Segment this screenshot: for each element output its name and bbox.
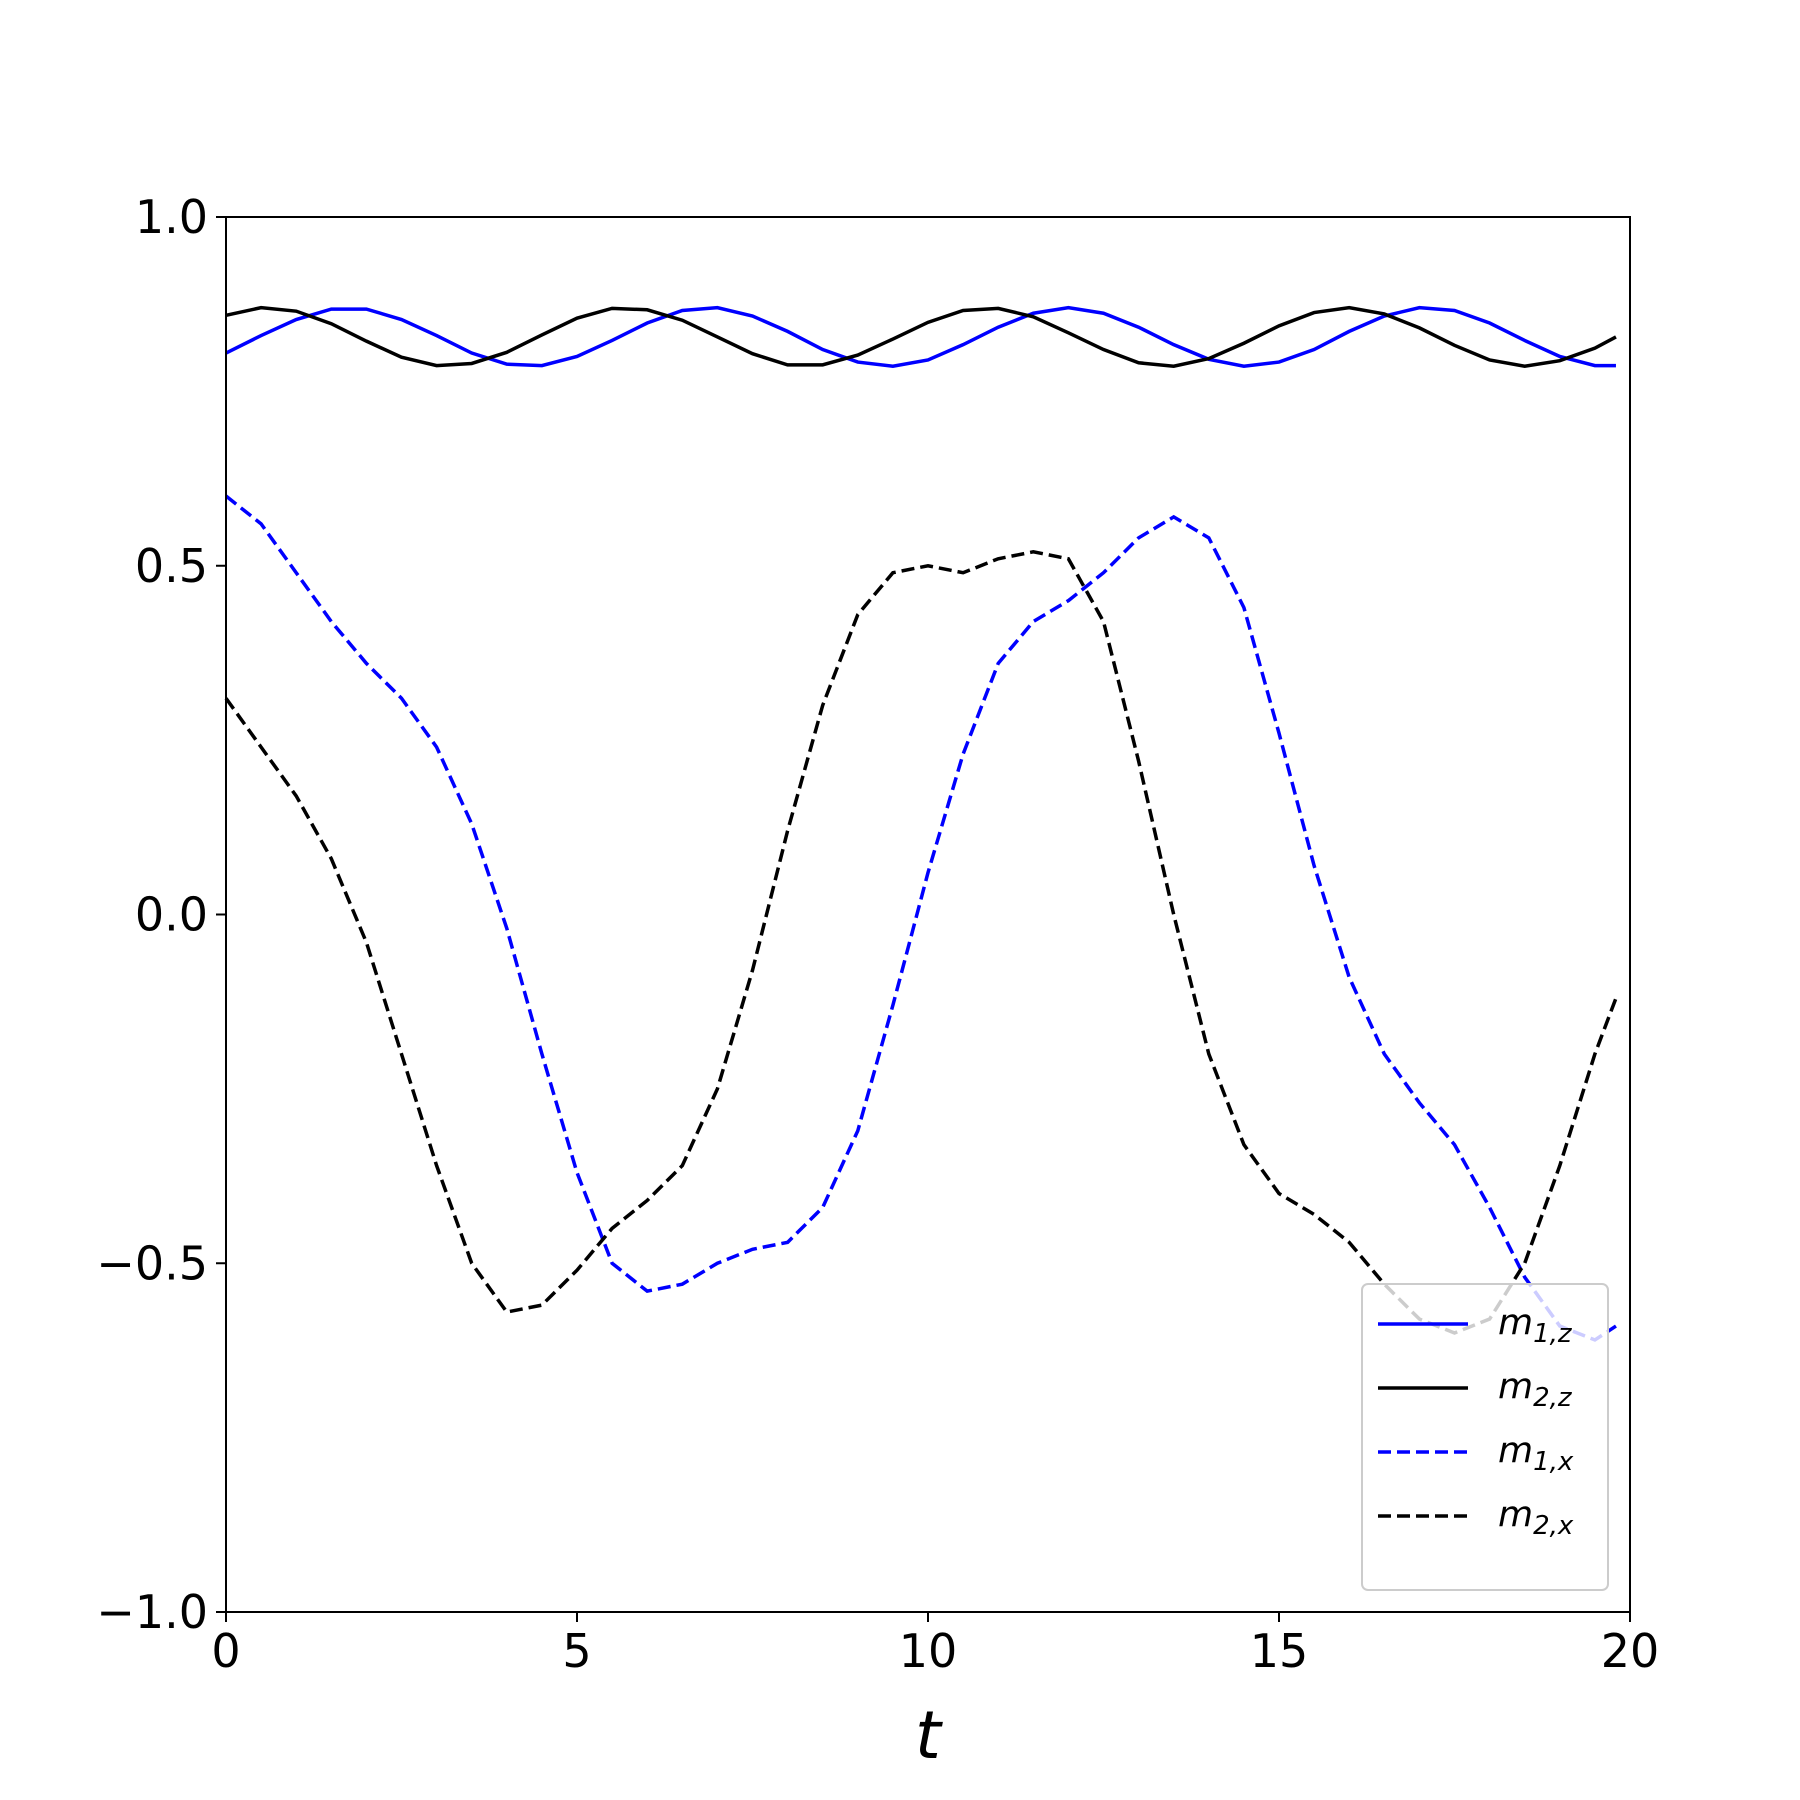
y-tick-label: 0.0 (135, 888, 208, 942)
y-tick-label: 1.0 (135, 190, 208, 244)
x-tick-label: 20 (1601, 1624, 1660, 1678)
x-tick-label: 5 (562, 1624, 591, 1678)
plot-frame (225, 216, 1631, 1613)
series-line (224, 494, 1617, 1342)
x-tick-label: 0 (211, 1624, 240, 1678)
legend-label: m1,x (1498, 1430, 1574, 1477)
series-line (225, 305, 1617, 369)
y-tick-label: −0.5 (96, 1236, 208, 1290)
x-tick-label: 10 (899, 1624, 958, 1678)
legend-label: m1,z (1498, 1302, 1573, 1349)
x-tick-label: 15 (1250, 1624, 1309, 1678)
series-line (225, 305, 1616, 369)
series-line (224, 550, 1618, 1335)
y-tick-label: 0.5 (135, 539, 208, 593)
legend-box (1361, 1283, 1609, 1591)
y-tick-label: −1.0 (96, 1585, 208, 1639)
legend-label: m2,z (1498, 1366, 1573, 1413)
legend-label: m2,x (1498, 1494, 1574, 1541)
x-axis-label: t (915, 1697, 943, 1774)
